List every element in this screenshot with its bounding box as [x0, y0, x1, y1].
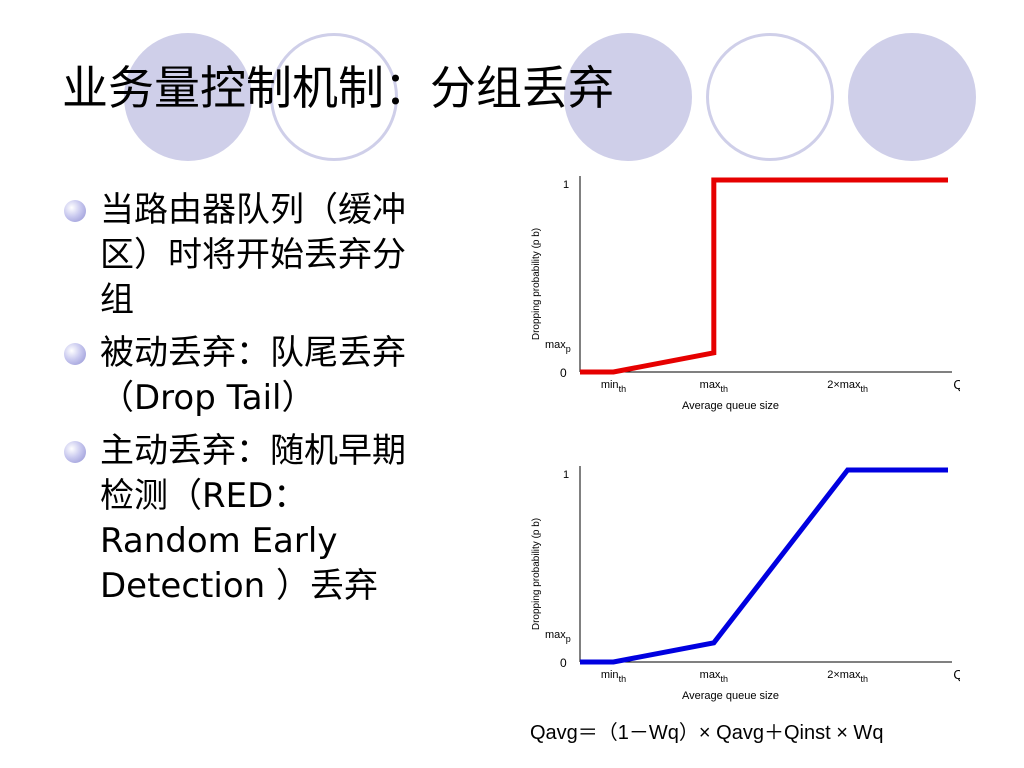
bullet-item: 主动丢弃：随机早期检测（RED：Random Early Detection ）…	[64, 429, 424, 609]
x-tick-label: 2×maxth	[827, 379, 868, 394]
bullet-icon	[64, 441, 86, 463]
series-line	[580, 467, 948, 665]
bullet-list: 当路由器队列（缓冲区）时将开始丢弃分组 被动丢弃：队尾丢弃（Drop Tail）…	[64, 188, 424, 617]
bullet-item: 当路由器队列（缓冲区）时将开始丢弃分组	[64, 188, 424, 323]
red-chart: 0 maxp 1 minth maxth 2×maxth QL Average queue s…	[531, 466, 960, 702]
x-tick-label: QL	[953, 377, 960, 392]
bullet-item: 被动丢弃：队尾丢弃（Drop Tail）	[64, 331, 424, 421]
bullet-icon	[64, 343, 86, 365]
y-axis-label: Dropping probability (p b)	[531, 228, 542, 340]
decor-ring-2	[706, 33, 834, 161]
x-tick-label: maxth	[700, 669, 728, 684]
bullet-text: 主动丢弃：随机早期检测（RED：Random Early Detection ）…	[100, 431, 406, 606]
y-tick-label: 0	[560, 656, 567, 670]
x-tick-label: QL	[953, 667, 960, 682]
decor-ring-1	[270, 33, 398, 161]
x-tick-label: 2×maxth	[827, 669, 868, 684]
x-tick-label: maxth	[700, 379, 728, 394]
drop-tail-chart: 0 maxp 1 minth maxth 2×maxth QL Average queue s…	[531, 176, 960, 412]
decor-circle-2	[564, 33, 692, 161]
y-axis-label: Dropping probability (p b)	[531, 518, 542, 630]
decor-circle-1	[124, 33, 252, 161]
y-tick-label: 0	[560, 366, 567, 380]
y-tick-label: 1	[563, 469, 569, 481]
x-axis-label: Average queue size	[682, 690, 779, 702]
x-axis-label: Average queue size	[682, 400, 779, 412]
red-formula: Qavg＝（1－Wq）× Qavg＋Qinst × Wq	[530, 722, 884, 744]
slide-title: 业务量控制机制：分组丢弃	[62, 61, 614, 115]
series-line	[580, 177, 948, 375]
y-tick-label: maxp	[545, 339, 571, 354]
y-tick-label: 1	[563, 179, 569, 191]
x-tick-label: minth	[601, 379, 626, 394]
bullet-text: 被动丢弃：队尾丢弃（Drop Tail）	[100, 333, 406, 418]
y-tick-label: maxp	[545, 629, 571, 644]
decor-circle-3	[848, 33, 976, 161]
bullet-text: 当路由器队列（缓冲区）时将开始丢弃分组	[100, 190, 406, 320]
x-tick-label: minth	[601, 669, 626, 684]
bullet-icon	[64, 200, 86, 222]
